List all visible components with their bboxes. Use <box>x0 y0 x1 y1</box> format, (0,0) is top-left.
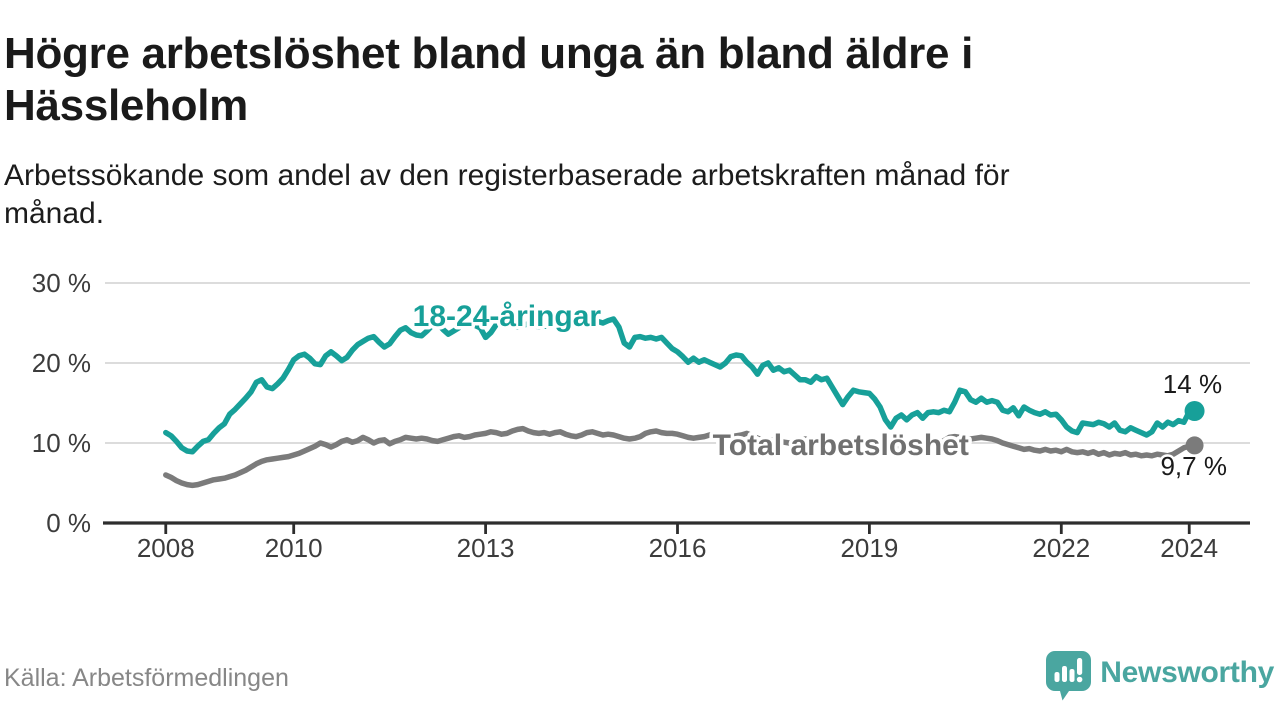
y-axis-label-10: 10 % <box>32 428 91 458</box>
newsworthy-logo: Newsworthy <box>1045 650 1274 702</box>
x-axis-tick-label-2013: 2013 <box>457 533 515 563</box>
series-end-dot-0 <box>1184 401 1205 421</box>
series-end-dot-1 <box>1185 436 1204 455</box>
chart-subtitle: Arbetssökande som andel av den registerb… <box>4 157 1204 233</box>
y-axis-label-20: 20 % <box>32 348 91 378</box>
chart-title-line-1: Högre arbetslöshet bland unga än bland ä… <box>4 29 974 78</box>
series-line-0 <box>163 316 1198 455</box>
chart-title-line-2: Hässleholm <box>4 81 248 130</box>
logo-exclamation-bar <box>1077 658 1083 675</box>
y-axis-label-0: 0 % <box>46 508 91 538</box>
x-axis-tick-label-2010: 2010 <box>265 533 323 563</box>
logo-exclamation-dot <box>1077 676 1083 683</box>
logo-bar-3 <box>1069 669 1075 682</box>
x-axis-tick-label-2022: 2022 <box>1032 533 1090 563</box>
series-label-1: Total arbetslöshet <box>713 429 969 462</box>
chart-title: Högre arbetslöshet bland unga än bland ä… <box>4 28 1104 132</box>
logo-bar-2 <box>1062 666 1068 682</box>
series-end-value-0: 14 % <box>1163 369 1222 399</box>
logo-bar-1 <box>1054 672 1060 682</box>
series-end-value-1: 9,7 % <box>1160 451 1227 481</box>
logo-bubble-shape <box>1046 651 1092 701</box>
newsworthy-logo-text: Newsworthy <box>1100 656 1274 689</box>
x-axis-tick-label-2008: 2008 <box>137 533 195 563</box>
y-axis-label-30: 30 % <box>32 268 91 298</box>
x-axis-tick-label-2016: 2016 <box>649 533 707 563</box>
series-line-1 <box>163 425 1198 489</box>
chart-subtitle-line-1: Arbetssökande som andel av den registerb… <box>4 159 1010 192</box>
x-axis-tick-label-2019: 2019 <box>840 533 898 563</box>
chart-subtitle-line-2: månad. <box>4 197 105 230</box>
x-axis-tick-label-2024: 2024 <box>1160 533 1218 563</box>
newsworthy-logo-icon <box>1046 651 1092 701</box>
series-label-0: 18-24-åringar <box>413 300 602 333</box>
source-note: Källa: Arbetsförmedlingen <box>4 664 289 692</box>
